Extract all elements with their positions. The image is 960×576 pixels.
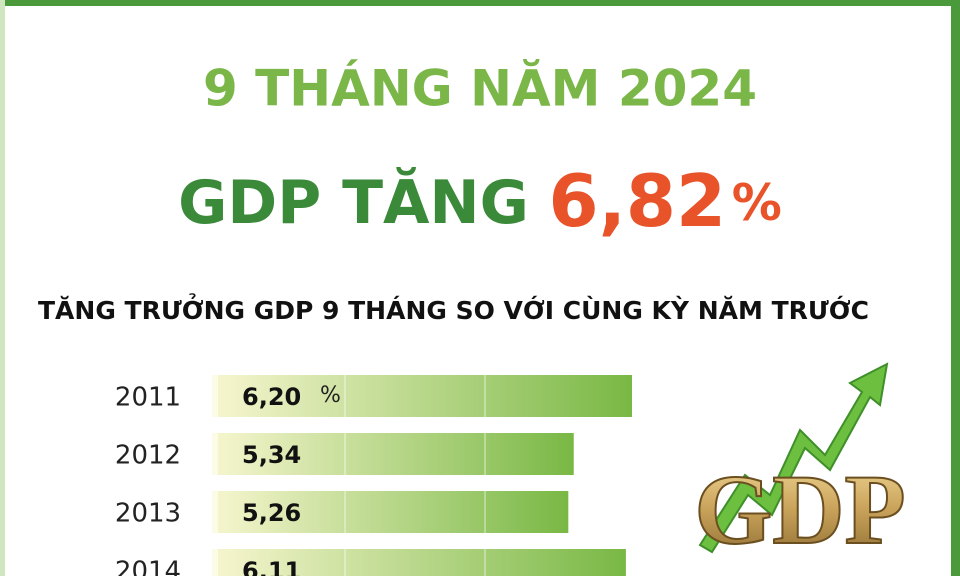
gdp-letters: GDP [694, 454, 905, 565]
frame-top [0, 0, 960, 6]
bar [212, 375, 632, 417]
headline: GDP TĂNG 6,82 % [178, 159, 782, 243]
category-label: 2014 [115, 557, 181, 576]
bar-edge [212, 433, 218, 475]
arrow [698, 362, 889, 554]
category-label: 2013 [115, 499, 181, 529]
bars: 2011 6,20 % 2012 5,34 2013 5,26 2014 6,11 [115, 375, 632, 576]
gdp-graphic: GDP [693, 362, 907, 566]
value-label: 5,26 [242, 499, 301, 527]
value-label: 6,20 [242, 383, 301, 411]
value-unit: % [320, 383, 341, 408]
bar-edge [212, 491, 218, 533]
frame-left [0, 0, 5, 576]
headline-text: GDP TĂNG [178, 166, 529, 238]
chart-title: TĂNG TRƯỞNG GDP 9 THÁNG SO VỚI CÙNG KỲ N… [38, 292, 869, 325]
frame-right [951, 0, 960, 576]
headline-unit: % [732, 174, 782, 232]
headline-value: 6,82 [548, 159, 726, 243]
bar [212, 549, 626, 576]
category-label: 2011 [115, 383, 181, 413]
bar [212, 433, 574, 475]
value-label: 6,11 [242, 557, 301, 576]
value-label: 5,34 [242, 441, 301, 469]
bar-edge [212, 375, 218, 417]
category-label: 2012 [115, 441, 181, 471]
bar [212, 491, 569, 533]
bar-edge [212, 549, 218, 576]
period: 9 THÁNG NĂM 2024 [203, 59, 757, 118]
